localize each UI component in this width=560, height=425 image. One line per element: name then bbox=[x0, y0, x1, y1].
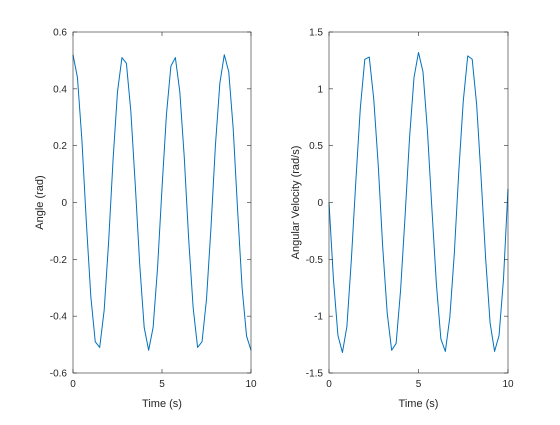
angular-velocity-x-tick-label: 0 bbox=[326, 379, 332, 390]
angular-velocity-y-tick-label: 0 bbox=[317, 198, 323, 209]
angle-y-tick-label: 0.6 bbox=[53, 28, 67, 39]
angular-velocity-x-axis-label: Time (s) bbox=[399, 398, 439, 410]
angular-velocity-y-tick-label: 1.5 bbox=[309, 28, 323, 39]
angle-y-axis-label: Angle (rad) bbox=[34, 175, 46, 229]
angular-velocity-y-tick-label: -0.5 bbox=[306, 255, 324, 266]
angular-velocity-y-tick-label: 1 bbox=[317, 84, 323, 95]
angle-x-tick-label: 5 bbox=[159, 379, 165, 390]
angle-plot-area bbox=[73, 32, 251, 373]
angular-velocity-x-tick-label: 10 bbox=[502, 379, 514, 390]
angle-y-tick-label: 0.2 bbox=[53, 141, 67, 152]
angle-y-tick-label: -0.2 bbox=[50, 255, 68, 266]
angular-velocity-plot-area bbox=[329, 32, 508, 373]
angle-y-tick-label: -0.4 bbox=[50, 312, 68, 323]
angle-x-axis-label: Time (s) bbox=[142, 398, 182, 410]
angle-x-tick-label: 10 bbox=[245, 379, 257, 390]
angular-velocity-y-tick-label: -1 bbox=[314, 312, 323, 323]
angle-x-tick-label: 0 bbox=[70, 379, 76, 390]
angle-y-tick-label: 0.4 bbox=[53, 84, 67, 95]
angular-velocity-x-tick-label: 5 bbox=[416, 379, 422, 390]
angular-velocity-y-tick-label: -1.5 bbox=[306, 369, 324, 380]
angular-velocity-y-axis-label: Angular Velocity (rad/s) bbox=[290, 146, 302, 260]
angular-velocity-axes: 0 5 10 -1.5 -1 -0.5 0 0.5 1 1.5 Time (s) Angular Ve… bbox=[290, 28, 514, 411]
angle-y-tick-label: 0 bbox=[61, 198, 67, 209]
angle-y-tick-label: -0.6 bbox=[50, 369, 68, 380]
angle-axes: 0 5 10 -0.6 -0.4 -0.2 0 0.2 0.4 0.6 Time (s) Angle … bbox=[34, 28, 257, 411]
angular-velocity-y-tick-label: 0.5 bbox=[309, 141, 323, 152]
